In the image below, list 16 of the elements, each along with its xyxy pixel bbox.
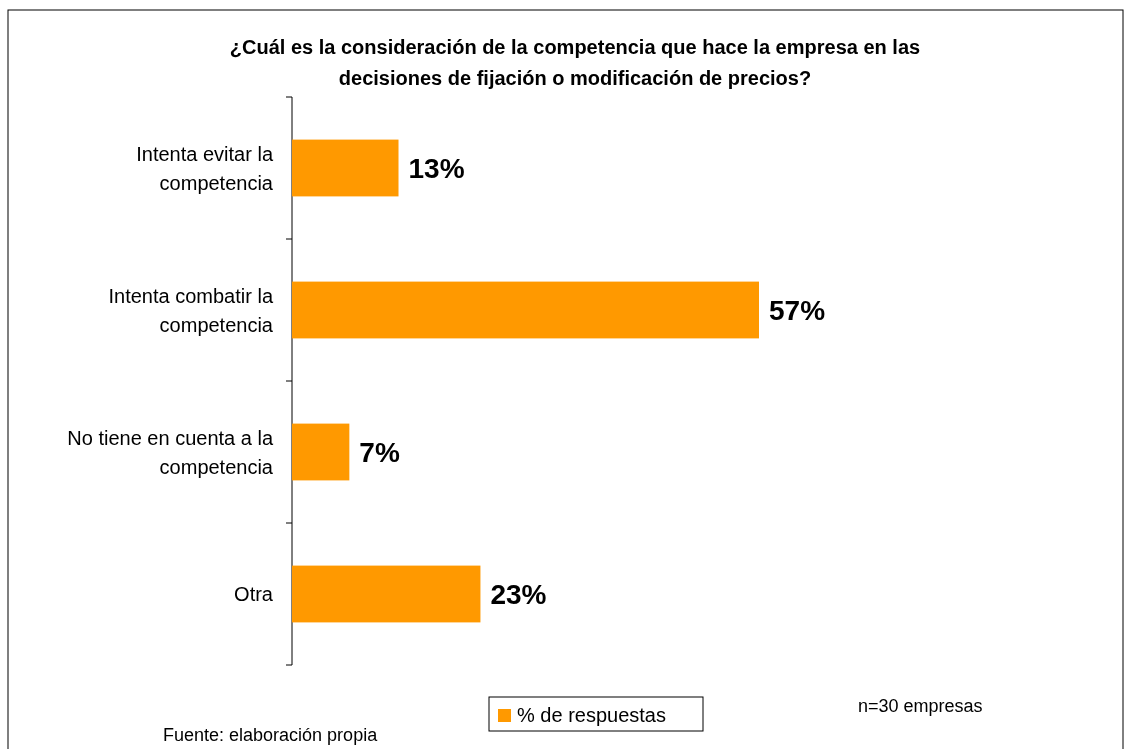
y-tick-label: Intenta evitar la competencia [136,142,274,194]
y-tick-label: No tiene en cuenta a la competencia [67,426,274,478]
source-note: Fuente: elaboración propia [163,725,379,745]
y-tick-label: Otra [234,583,274,605]
chart-title: ¿Cuál es la consideración de la competencia que hace la empresa en las decisiones de fijación o modificación de precios? [229,36,921,89]
bar [292,139,399,197]
y-tick-label: Intenta combatir la competencia [108,284,274,336]
text: n=30 empresas [858,696,983,716]
bar [292,565,481,623]
data-label: 57% [769,295,826,326]
bar [292,423,350,481]
bar [292,281,759,339]
data-label: 13% [408,153,465,184]
data-label: 23% [490,579,547,610]
legend-label: % de respuestas [517,704,666,726]
data-label: 7% [359,437,400,468]
